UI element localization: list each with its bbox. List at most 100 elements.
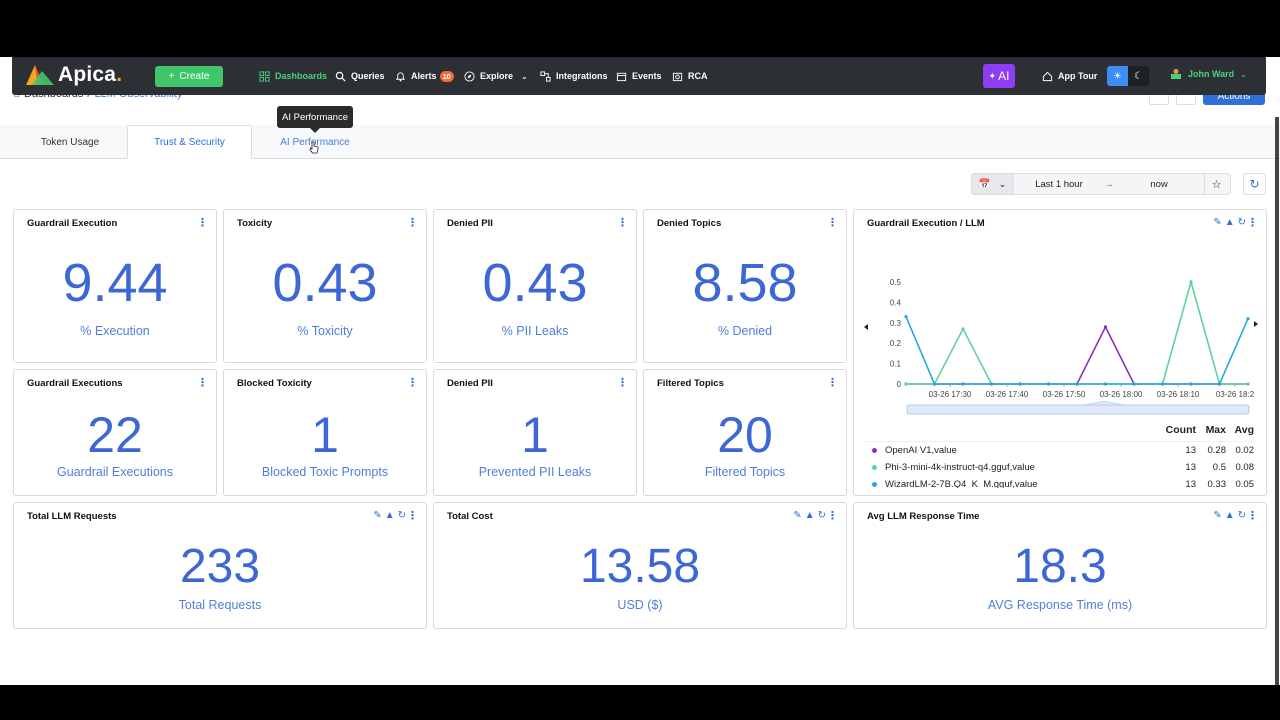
refresh-icon[interactable]: ↻ (817, 510, 826, 521)
legend-row[interactable]: Phi-3-mini-4k-instruct-q4.gguf,value 13 0.… (866, 459, 1256, 476)
kebab-menu-icon[interactable]: ⋮ (197, 377, 208, 389)
kebab-menu-icon[interactable]: ⋮ (1247, 217, 1258, 229)
legend-row[interactable]: OpenAI V1,value 13 0.28 0.02 (866, 442, 1256, 459)
nav-dashboards[interactable]: Dashboards (259, 68, 327, 84)
panel-label: Blocked Toxic Prompts (261, 465, 389, 479)
nav-integrations[interactable]: Integrations (540, 68, 608, 84)
panel-label: % Execution (80, 324, 150, 338)
time-range-calendar[interactable]: 📅 ⌄ (972, 174, 1014, 194)
create-label: Create (179, 71, 210, 82)
panel-value: 1 (521, 407, 549, 463)
tab-token-usage[interactable]: Token Usage (40, 136, 100, 148)
kebab-menu-icon[interactable]: ⋮ (197, 217, 208, 229)
time-range-picker[interactable]: 📅 ⌄ Last 1 hour → now ☆ (971, 173, 1231, 195)
refresh-icon[interactable]: ↻ (1237, 217, 1246, 228)
kebab-menu-icon[interactable]: ⋮ (1247, 510, 1258, 522)
mouse-pointer-icon (309, 141, 319, 154)
time-from[interactable]: Last 1 hour (1035, 178, 1083, 190)
hierarchy-icon[interactable]: ▲ (1224, 217, 1235, 228)
legend-max: 0.33 (1207, 479, 1227, 488)
dashboard-tabs: Token Usage Trust & Security AI Performa… (0, 125, 1280, 159)
edit-icon[interactable]: ✎ (1213, 217, 1222, 228)
tab-trust-security[interactable]: Trust & Security (127, 125, 252, 159)
panel-tools: ✎ ▲ ↻ (793, 510, 826, 521)
panel-value: 20 (717, 407, 773, 463)
panel-label: Guardrail Executions (56, 465, 174, 479)
tab-ai-performance[interactable]: AI Performance (280, 136, 350, 148)
panel-denied-pii-percent: Denied PII ⋮ 0.43 % PII Leaks (433, 209, 637, 363)
hierarchy-icon[interactable]: ▲ (804, 510, 815, 521)
letterbox-top (0, 0, 1280, 57)
moon-icon[interactable]: ☾ (1134, 70, 1143, 82)
refresh-icon[interactable]: ↻ (1237, 510, 1246, 521)
nav-queries[interactable]: Queries (335, 68, 385, 84)
panel-value: 1 (311, 407, 339, 463)
refresh-button[interactable]: ↻ (1243, 173, 1266, 195)
data-point (904, 382, 908, 386)
hierarchy-icon[interactable]: ▲ (1224, 510, 1235, 521)
data-point (1046, 382, 1051, 386)
kebab-menu-icon[interactable]: ⋮ (617, 217, 628, 229)
panel-title: Denied PII (447, 218, 493, 229)
nav-alerts[interactable]: Alerts 10 (395, 68, 454, 84)
kebab-menu-icon[interactable]: ⋮ (827, 217, 838, 229)
sun-icon[interactable]: ☀ (1107, 66, 1128, 86)
legend-count: 13 (1185, 479, 1196, 488)
data-point (1160, 382, 1165, 386)
legend-header-count: Count (1165, 424, 1196, 436)
edit-icon[interactable]: ✎ (373, 510, 382, 521)
app-tour-label: App Tour (1058, 71, 1098, 81)
legend-count: 13 (1185, 462, 1196, 473)
top-navbar: Apica. + Create Dashboards Queries Alert… (12, 57, 1266, 95)
nav-queries-label: Queries (351, 71, 385, 81)
panel-title: Filtered Topics (657, 378, 724, 389)
panel-title: Guardrail Execution (27, 218, 118, 229)
apica-logo-icon (26, 65, 54, 85)
apica-logo[interactable]: Apica. (26, 63, 122, 87)
data-point (961, 382, 965, 386)
nav-explore[interactable]: Explore ⌄ (464, 68, 528, 84)
house-icon (1042, 71, 1053, 81)
legend-row[interactable]: WizardLM-2-7B.Q4_K_M.gguf,value 13 0.33 0.0… (866, 476, 1256, 488)
y-tick-label: 0.3 (890, 319, 902, 328)
nav-rca[interactable]: RCA (672, 68, 708, 84)
nav-events[interactable]: Events (616, 68, 662, 84)
kebab-menu-icon[interactable]: ⋮ (407, 377, 418, 389)
edit-icon[interactable]: ✎ (793, 510, 802, 521)
panel-total-cost: Total Cost ✎ ▲ ↻ ⋮ 13.58 USD ($) (433, 502, 847, 629)
kebab-menu-icon[interactable]: ⋮ (617, 377, 628, 389)
data-point (1217, 382, 1222, 386)
series-line (905, 316, 1249, 385)
kebab-menu-icon[interactable]: ⋮ (827, 510, 838, 522)
kebab-menu-icon[interactable]: ⋮ (827, 377, 838, 389)
data-point (1018, 382, 1022, 386)
edit-icon[interactable]: ✎ (1213, 510, 1222, 521)
kebab-menu-icon[interactable]: ⋮ (407, 510, 418, 522)
ai-assistant-button[interactable]: ✦ AI (983, 64, 1015, 88)
legend-avg: 0.02 (1235, 445, 1255, 456)
panel-title: Denied PII (447, 378, 493, 389)
range-slider-handle (1083, 400, 1125, 406)
create-button[interactable]: + Create (155, 66, 223, 87)
panel-value: 8.58 (692, 253, 798, 313)
legend-header-avg: Avg (1234, 424, 1254, 436)
panel-toxicity: Toxicity ⋮ 0.43 % Toxicity (223, 209, 427, 363)
refresh-icon[interactable]: ↻ (397, 510, 406, 521)
panel-guardrail-execution-llm: Guardrail Execution / LLM ✎ ▲ ↻ ⋮ 0 0.1 0.… (853, 209, 1267, 496)
star-icon[interactable]: ☆ (1204, 174, 1228, 194)
kebab-menu-icon[interactable]: ⋮ (407, 217, 418, 229)
nav-integrations-label: Integrations (556, 71, 608, 81)
x-tick-label: 03-26 18:2 (1216, 390, 1255, 399)
letterbox-bottom (0, 685, 1280, 720)
data-point (1189, 280, 1193, 284)
y-tick-label: 0.4 (890, 298, 902, 307)
theme-toggle[interactable]: ☀ ☾ (1107, 66, 1149, 86)
series-line (906, 325, 1248, 385)
panel-total-llm-requests: Total LLM Requests ✎ ▲ ↻ ⋮ 233 Total Req… (13, 502, 427, 629)
hierarchy-icon[interactable]: ▲ (384, 510, 395, 521)
user-menu[interactable]: John Ward ⌄ (1170, 68, 1247, 80)
page-scrollbar[interactable] (1275, 117, 1279, 685)
app-tour-button[interactable]: App Tour (1042, 68, 1097, 84)
x-tick-label: 03-26 17:30 (929, 390, 972, 399)
time-to[interactable]: now (1150, 178, 1168, 190)
